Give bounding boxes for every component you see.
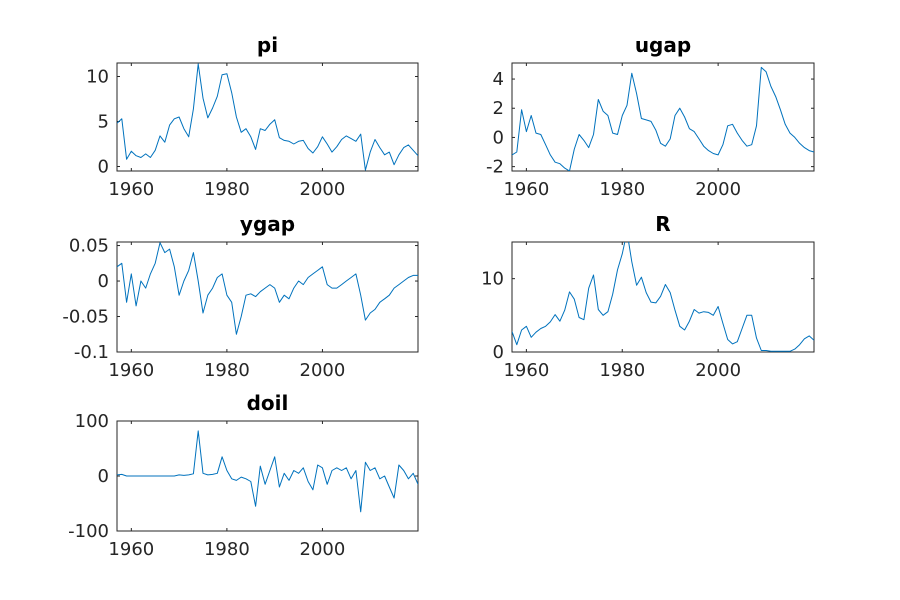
- y-tick-label: -2: [486, 157, 504, 178]
- series-line-r: [512, 242, 814, 352]
- x-tick-label: 1980: [599, 360, 645, 381]
- y-tick-label: 0: [98, 271, 109, 292]
- y-tick-label: -0.05: [62, 307, 109, 328]
- y-tick-label: 0.05: [69, 236, 109, 257]
- axes-frame: [116, 62, 419, 172]
- panel-doil: 1960 1980 2000 -100 0 100 doil: [68, 391, 419, 560]
- panel-ugap: 1960 1980 2000 -2 0 2 4 ugap: [486, 33, 815, 200]
- y-tick-label: 5: [98, 112, 109, 133]
- panel-pi: 1960 1980 2000 0 5 10 pi: [86, 33, 419, 200]
- x-tick-label: 2000: [300, 179, 346, 200]
- x-tick-label: 2000: [695, 179, 741, 200]
- axes-frame: [116, 241, 419, 353]
- y-tick-label: 10: [86, 67, 109, 88]
- x-tick-label: 1960: [108, 539, 154, 560]
- x-tick-label: 1980: [204, 360, 250, 381]
- y-tick-label: -100: [68, 521, 109, 542]
- y-tick-label: 0: [98, 157, 109, 178]
- panel-title: doil: [247, 391, 289, 415]
- x-tick-label: 2000: [695, 360, 741, 381]
- x-tick-label: 1960: [503, 179, 549, 200]
- x-tick-label: 1980: [204, 539, 250, 560]
- series-line-pi: [117, 63, 418, 171]
- x-tick-label: 2000: [300, 360, 346, 381]
- y-tick-label: 2: [493, 98, 504, 119]
- y-tick-label: 0: [98, 466, 109, 487]
- y-tick-label: -0.1: [74, 342, 109, 363]
- x-tick-label: 1960: [503, 360, 549, 381]
- x-tick-label: 2000: [300, 539, 346, 560]
- x-tick-label: 1980: [599, 179, 645, 200]
- x-tick-label: 1960: [108, 360, 154, 381]
- series-line-ygap: [117, 242, 418, 335]
- y-tick-label: 100: [75, 411, 109, 432]
- panel-R: 1960 1980 2000 0 10 R: [481, 212, 815, 381]
- panel-title: ugap: [635, 33, 691, 57]
- panel-title: ygap: [240, 212, 295, 236]
- panel-title: pi: [257, 33, 278, 57]
- series-line-ugap: [512, 66, 814, 171]
- x-tick-label: 1980: [204, 179, 250, 200]
- panel-ygap: 1960 1980 2000 -0.1 -0.05 0 0.05 ygap: [62, 212, 419, 381]
- y-tick-label: 0: [493, 127, 504, 148]
- y-tick-label: 4: [493, 69, 504, 90]
- panel-title: R: [655, 212, 670, 236]
- axes-frame: [511, 241, 815, 353]
- axes-frame: [511, 62, 815, 172]
- y-tick-label: 0: [493, 342, 504, 363]
- series-line-doil: [117, 430, 418, 513]
- y-tick-label: 10: [481, 269, 504, 290]
- x-tick-label: 1960: [108, 179, 154, 200]
